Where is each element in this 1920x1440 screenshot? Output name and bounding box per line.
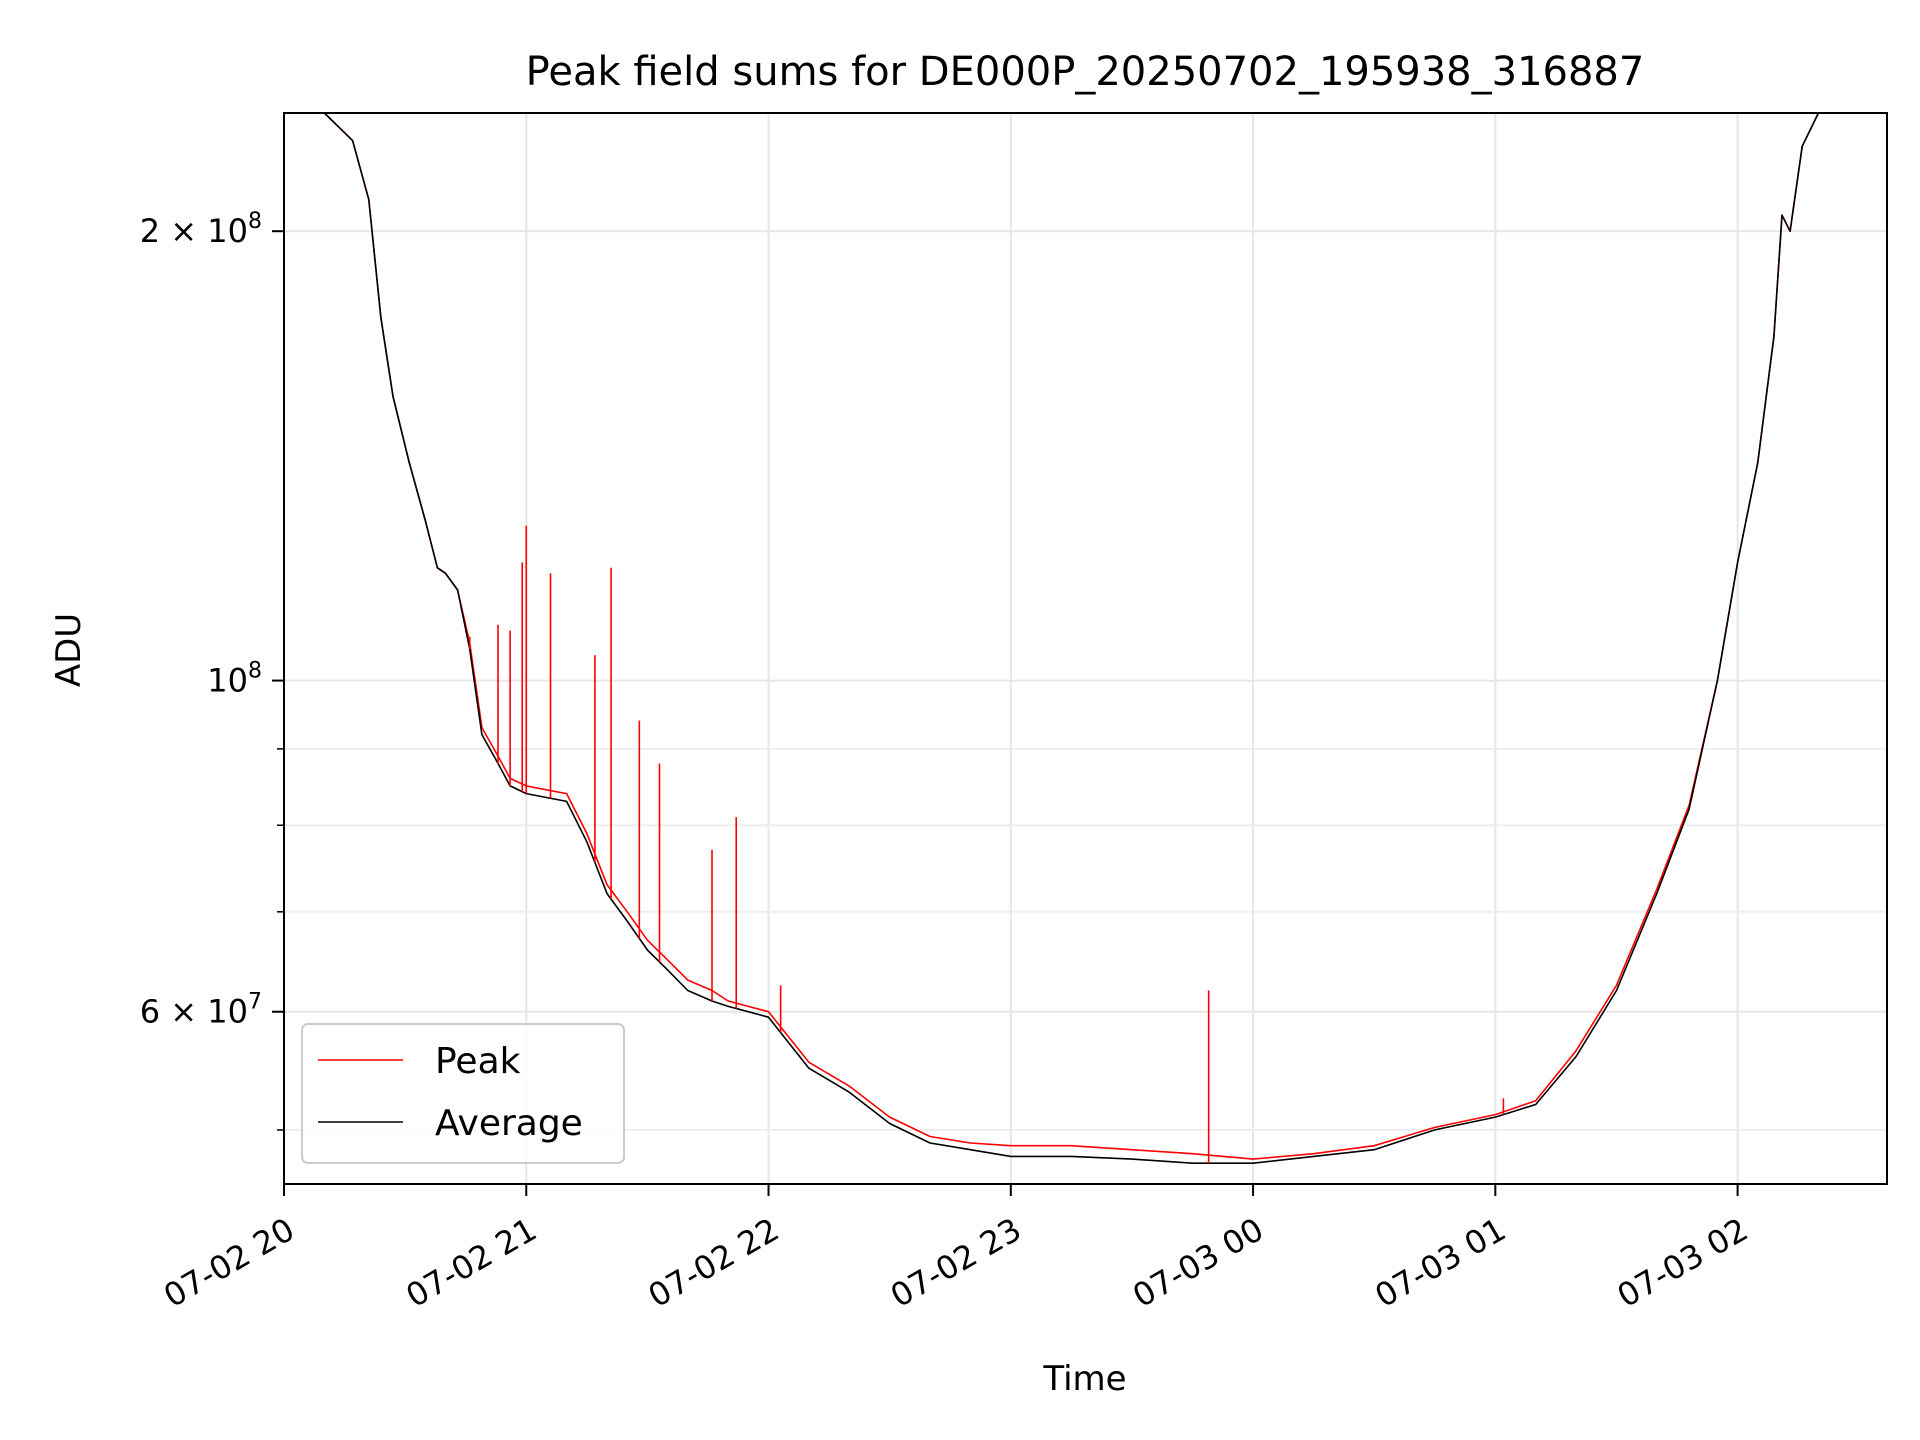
chart-title: Peak field sums for DE000P_20250702_1959… (526, 49, 1645, 95)
y-tick-label: 6 × 107 (140, 990, 262, 1031)
series-layer (284, 113, 1887, 1164)
y-tick-label: 2 × 108 (140, 209, 262, 250)
x-axis-label: Time (1042, 1359, 1126, 1399)
plot-area (284, 113, 1887, 1164)
axes-frame (283, 112, 1888, 1185)
legend-label-peak: Peak (435, 1041, 521, 1082)
series-line-average (284, 113, 1887, 1164)
legend-label-average: Average (435, 1103, 583, 1144)
legend: Peak Average (301, 1023, 625, 1164)
legend-box (301, 1023, 625, 1164)
y-axis-label: ADU (49, 613, 89, 687)
